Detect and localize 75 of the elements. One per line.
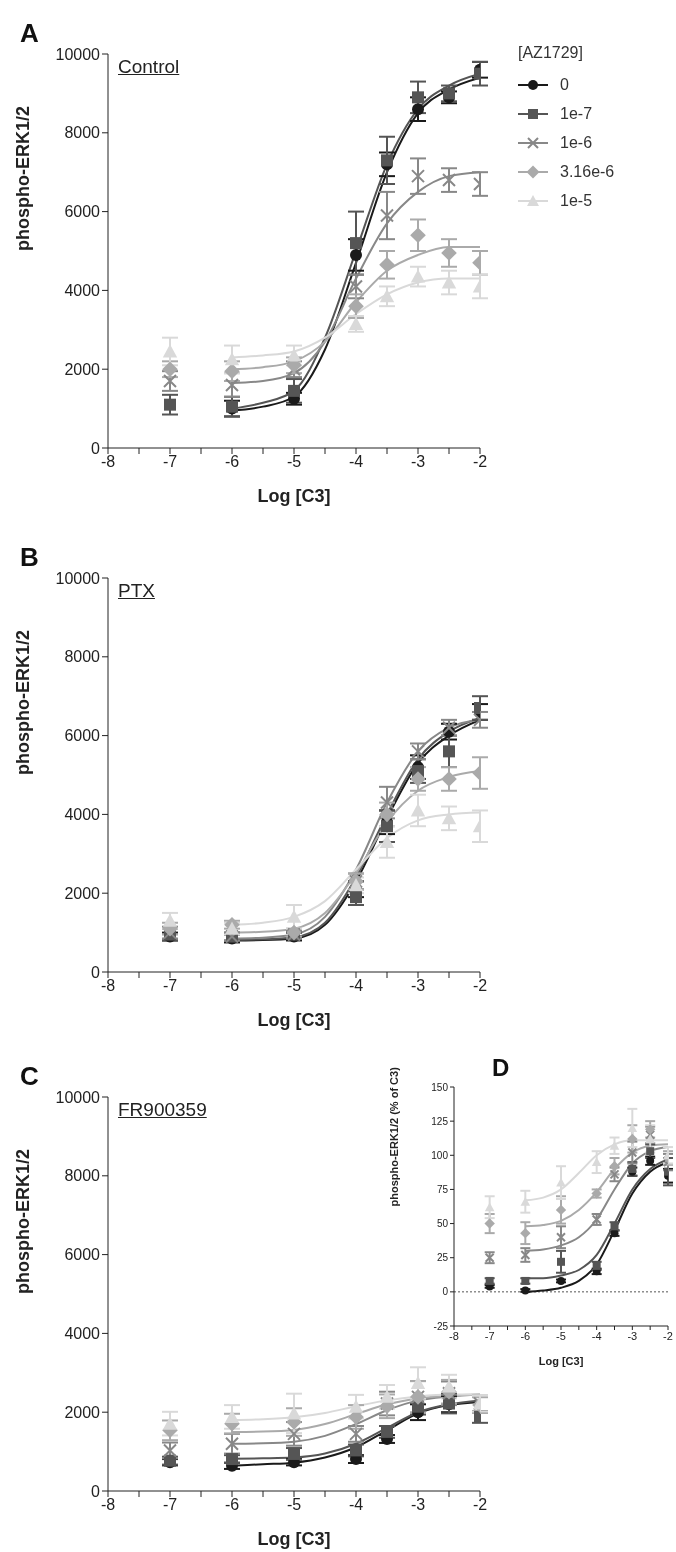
y-tick-label: 8000 [64, 1167, 101, 1185]
y-tick-label: 125 [431, 1115, 449, 1127]
y-tick-label: 4000 [64, 806, 101, 824]
y-axis-title: phospho-ERK1/2 (% of C3) [387, 1066, 400, 1207]
x-tick-label: -7 [162, 453, 178, 471]
y-axis-title: phospho-ERK1/2 [13, 105, 34, 251]
x-tick-label: -6 [224, 453, 240, 471]
y-tick-label: 10000 [55, 569, 101, 587]
y-tick-label: 75 [436, 1183, 449, 1195]
legend-label: 1e-7 [560, 104, 593, 123]
y-tick-label: 150 [431, 1081, 449, 1093]
x-tick-label: -7 [162, 977, 178, 995]
x-tick-label: -3 [627, 1329, 638, 1342]
x-tick-label: -2 [472, 453, 488, 471]
y-axis-title: phospho-ERK1/2 [13, 629, 34, 775]
x-tick-label: -2 [472, 977, 488, 995]
x-tick-label: -2 [472, 1496, 488, 1514]
x-tick-label: -7 [484, 1329, 495, 1342]
y-tick-label: 0 [91, 963, 101, 981]
x-tick-label: -5 [286, 1496, 302, 1514]
y-tick-label: 2000 [64, 360, 101, 378]
chart-title: C [20, 1061, 39, 1092]
x-tick-label: -8 [449, 1329, 459, 1342]
x-axis-title: Log [C3] [257, 1010, 331, 1030]
y-tick-label: 4000 [64, 1325, 101, 1343]
legend-label: 1e-6 [560, 133, 593, 152]
x-tick-label: -3 [410, 453, 426, 471]
y-tick-label: 10000 [55, 45, 101, 63]
x-tick-label: -4 [591, 1329, 602, 1342]
x-tick-label: -5 [556, 1329, 566, 1342]
chart-subtitle: FR900359 [118, 1099, 207, 1121]
x-tick-label: -3 [410, 977, 426, 995]
x-tick-label: -2 [663, 1329, 673, 1342]
chart-subtitle: Control [118, 56, 180, 78]
y-tick-label: 0 [442, 1286, 449, 1298]
legend-label: 3.16e-6 [560, 162, 615, 181]
y-tick-label: 2000 [64, 1403, 101, 1421]
chart-title: B [20, 542, 39, 573]
y-tick-label: 6000 [64, 727, 101, 745]
y-tick-label: 6000 [64, 1246, 101, 1264]
legend-title: [AZ1729] [518, 44, 584, 62]
x-tick-label: -5 [286, 453, 302, 471]
y-tick-label: 50 [436, 1218, 449, 1230]
x-tick-label: -5 [286, 977, 302, 995]
x-tick-label: -7 [162, 1496, 178, 1514]
x-tick-label: -6 [224, 977, 240, 995]
chart-subtitle: PTX [118, 580, 155, 602]
y-tick-label: 4000 [64, 282, 101, 300]
x-tick-label: -4 [348, 1496, 364, 1514]
y-tick-label: 2000 [64, 884, 101, 902]
y-axis-title: phospho-ERK1/2 [13, 1148, 34, 1294]
y-tick-label: -25 [433, 1320, 449, 1332]
x-tick-label: -6 [520, 1329, 531, 1342]
y-tick-label: 8000 [64, 648, 101, 666]
chart-title: A [20, 18, 39, 49]
y-tick-label: 25 [436, 1252, 449, 1264]
y-tick-label: 100 [431, 1149, 449, 1161]
x-axis-title: Log [C3] [538, 1355, 584, 1367]
x-tick-label: -4 [348, 453, 364, 471]
chart-title: D [492, 1054, 510, 1082]
x-tick-label: -4 [348, 977, 364, 995]
y-tick-label: 10000 [55, 1088, 101, 1106]
legend-label: 1e-5 [560, 191, 593, 210]
x-axis-title: Log [C3] [257, 1529, 331, 1549]
y-tick-label: 8000 [64, 124, 101, 142]
x-tick-label: -8 [100, 453, 116, 471]
x-axis-title: Log [C3] [257, 486, 331, 506]
y-tick-label: 6000 [64, 203, 101, 221]
y-tick-label: 0 [91, 1482, 101, 1500]
x-tick-label: -8 [100, 977, 116, 995]
legend-label: 0 [560, 75, 569, 94]
x-tick-label: -3 [410, 1496, 426, 1514]
x-tick-label: -8 [100, 1496, 116, 1514]
x-tick-label: -6 [224, 1496, 240, 1514]
y-tick-label: 0 [91, 439, 101, 457]
